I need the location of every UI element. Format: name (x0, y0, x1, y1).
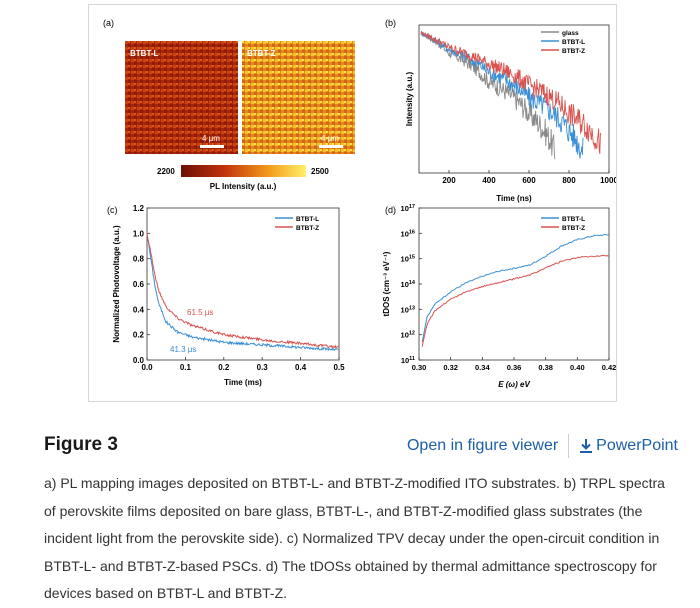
panel-c-ytick-label: 0.8 (133, 255, 145, 264)
panel-d-series-btbt-l (421, 233, 609, 343)
panel-a: (a) BTBT-L BTBT-Z 4 μm 4 μm 2200 2500 PL… (103, 18, 355, 191)
panel-d: (d) 0.30 0.32 0.34 0.36 0.38 0.40 0.42 1011 1012… (382, 204, 616, 389)
panel-c-xtick-label: 0.3 (257, 363, 269, 372)
panel-d-ytick-label: 1012 (401, 331, 415, 340)
panel-d-label: (d) (385, 205, 396, 215)
panel-c-ylabel: Normalized Photovoltage (a.u.) (112, 225, 121, 343)
powerpoint-label: PowerPoint (596, 437, 678, 454)
colorbar-label: PL Intensity (a.u.) (210, 182, 277, 191)
panel-d-xtick-label: 0.40 (570, 363, 585, 372)
colorbar (181, 165, 306, 177)
panel-c-ytick-label: 0.2 (133, 331, 145, 340)
panel-d-xtick-label: 0.42 (602, 363, 616, 372)
figure-heading: Figure 3 (44, 434, 118, 455)
figure-actions: Open in figure viewer PowerPoint (407, 434, 678, 458)
panel-b-legend-label: glass (562, 30, 579, 37)
panel-c-legend-label: BTBT-L (296, 216, 319, 223)
panel-d-ytick-label: 1011 (401, 356, 415, 365)
pl-map-title-l: BTBT-L (130, 49, 159, 58)
panel-b-ylabel: Intensity (a.u.) (405, 72, 414, 127)
panel-b-xlabel: Time (ns) (496, 194, 532, 203)
open-figure-viewer-link[interactable]: Open in figure viewer (406, 437, 559, 454)
panel-d-ytick-label: 1016 (401, 229, 415, 238)
pl-map-btbt-z (242, 41, 355, 154)
panel-b: (b) 200 400 600 800 1000 Time (ns) Intensity… (385, 18, 616, 203)
panel-c-xtick-label: 0.0 (141, 363, 153, 372)
panel-d-series-btbt-z (421, 254, 609, 347)
panel-c-xlabel: Time (ms) (224, 378, 262, 387)
panel-c-annotation-z: 61.5 μs (187, 308, 213, 317)
panel-d-xtick-label: 0.38 (538, 363, 553, 372)
panel-c-xtick-label: 0.4 (295, 363, 307, 372)
panel-c-ytick-label: 1.2 (133, 204, 145, 213)
panel-c-ytick-label: 0.6 (133, 280, 145, 289)
panel-d-legend-label: BTBT-L (562, 216, 585, 223)
pl-map-btbt-l (125, 41, 238, 154)
panel-b-xtick-label: 400 (482, 176, 496, 185)
panel-d-xtick-label: 0.32 (443, 363, 458, 372)
colorbar-min: 2200 (157, 167, 175, 176)
panel-b-xtick-label: 1000 (600, 176, 616, 185)
panel-c-ytick-label: 1.0 (133, 229, 145, 238)
panel-d-xtick-label: 0.34 (475, 363, 490, 372)
panel-b-legend-label: BTBT-L (562, 39, 585, 46)
panel-c-legend-label: BTBT-Z (296, 225, 319, 232)
panel-d-ytick-label: 1017 (401, 204, 415, 213)
scale-bar-label-l: 4 μm (202, 134, 220, 143)
panel-c-ytick-label: 0.4 (133, 305, 145, 314)
panel-d-xlabel: E (ω) eV (498, 380, 530, 389)
panel-c-xtick-label: 0.5 (333, 363, 345, 372)
panel-c-series-btbt-z (146, 232, 339, 349)
panel-c-label: (c) (107, 205, 118, 215)
panel-b-legend-label: BTBT-Z (562, 48, 585, 55)
panel-c-series-btbt-l (146, 233, 339, 352)
powerpoint-link[interactable]: PowerPoint (579, 437, 678, 455)
panel-d-xtick-label: 0.36 (507, 363, 522, 372)
panel-d-xtick-label: 0.30 (412, 363, 427, 372)
panel-b-series-btbt-l (420, 30, 584, 159)
panel-c-xtick-label: 0.1 (180, 363, 192, 372)
panel-b-xtick-label: 800 (562, 176, 576, 185)
panel-d-ytick-label: 1015 (401, 255, 415, 264)
panel-c-xtick-label: 0.2 (218, 363, 230, 372)
panel-b-label: (b) (385, 18, 396, 28)
panel-b-xtick-label: 600 (522, 176, 536, 185)
panel-a-label: (a) (103, 18, 114, 28)
figure-caption: a) PL mapping images deposited on BTBT-L… (44, 475, 665, 601)
figure-image: (a) BTBT-L BTBT-Z 4 μm 4 μm 2200 2500 PL… (88, 4, 617, 402)
panel-c-ytick-label: 0.0 (133, 356, 145, 365)
panel-d-ylabel: tDOS (cm⁻³ eV⁻¹) (382, 251, 391, 316)
panel-d-ytick-label: 1014 (401, 280, 416, 289)
scale-bar-z (319, 145, 343, 148)
figure-canvas: (a) BTBT-L BTBT-Z 4 μm 4 μm 2200 2500 PL… (103, 18, 616, 389)
pl-map-title-z: BTBT-Z (247, 49, 276, 58)
scale-bar-label-z: 4 μm (321, 134, 339, 143)
panel-b-axes-frame (418, 24, 610, 174)
scale-bar-l (200, 145, 224, 148)
panel-d-legend-label: BTBT-Z (562, 225, 585, 232)
panel-c-annotation-l: 41.3 μs (170, 345, 196, 354)
panel-b-xtick-label: 200 (442, 176, 456, 185)
colorbar-max: 2500 (311, 167, 329, 176)
panel-b-series-btbt-z (420, 30, 602, 154)
download-icon (580, 439, 593, 453)
panel-c: (c) 0.0 0.1 0.2 0.3 0.4 0.5 0.0 0.2 0.4 0.6 0.8 1.0… (107, 204, 345, 387)
panel-d-ytick-label: 1013 (401, 305, 415, 314)
link-divider (568, 434, 570, 458)
